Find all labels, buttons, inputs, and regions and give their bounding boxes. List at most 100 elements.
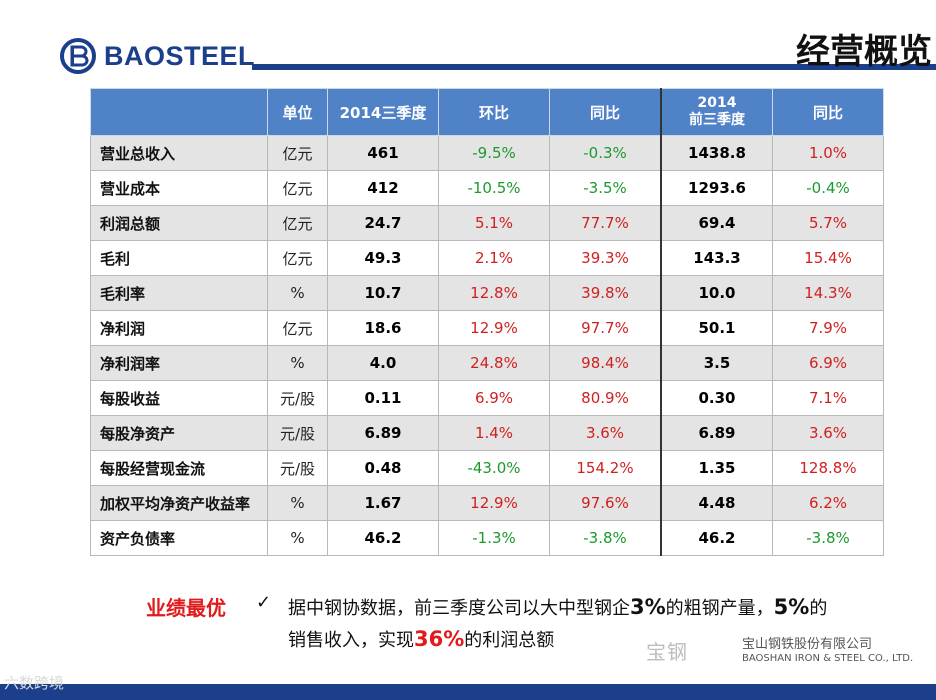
row-name: 营业总收入 (90, 135, 268, 171)
q3-value: 0.48 (327, 450, 439, 486)
q3-value: 412 (327, 170, 439, 206)
check-icon: ✓ (256, 592, 272, 613)
table-row: 加权平均净资产收益率% 1.67 12.9% 97.6% 4.48 6.2% (90, 485, 884, 521)
ytd-yoy-change: 7.1% (772, 380, 884, 416)
yoy-change: 39.3% (549, 240, 662, 276)
ytd-yoy-change: 7.9% (772, 310, 884, 346)
page-title: 经营概览 (796, 32, 932, 72)
qoq-change: 12.8% (438, 275, 550, 311)
table-row: 净利润率% 4.0 24.8% 98.4% 3.5 6.9% (90, 345, 884, 381)
q3-value: 49.3 (327, 240, 439, 276)
qoq-change: 6.9% (438, 380, 550, 416)
watermark-company: 宝山钢铁股份有限公司 BAOSHAN IRON & STEEL CO., LTD… (742, 638, 913, 666)
table-row: 资产负债率% 46.2 -1.3% -3.8% 46.2 -3.8% (90, 520, 884, 556)
yoy-change: 39.8% (549, 275, 662, 311)
header-cell: 同比 (772, 88, 884, 136)
unit-cell: 亿元 (267, 310, 328, 346)
ytd-yoy-change: -0.4% (772, 170, 884, 206)
q3-value: 24.7 (327, 205, 439, 241)
q3-value: 10.7 (327, 275, 439, 311)
ytd-value: 3.5 (660, 345, 773, 381)
row-name: 净利润 (90, 310, 268, 346)
header-cell: 单位 (267, 88, 328, 136)
baosteel-emblem-icon (60, 38, 96, 74)
yoy-change: 80.9% (549, 380, 662, 416)
unit-cell: % (267, 345, 328, 381)
yoy-change: 3.6% (549, 415, 662, 451)
q3-value: 18.6 (327, 310, 439, 346)
unit-cell: 亿元 (267, 170, 328, 206)
row-name: 每股经营现金流 (90, 450, 268, 486)
ytd-yoy-change: 15.4% (772, 240, 884, 276)
brand-name: BAOSTEEL (104, 40, 256, 71)
row-name: 营业成本 (90, 170, 268, 206)
ytd-yoy-change: 128.8% (772, 450, 884, 486)
note-text-2: 的粗钢产量， (665, 598, 774, 619)
qoq-change: -9.5% (438, 135, 550, 171)
table-row: 毛利 亿元 49.3 2.1% 39.3% 143.3 15.4% (90, 240, 884, 276)
q3-value: 6.89 (327, 415, 439, 451)
row-name: 毛利 (90, 240, 268, 276)
qoq-change: 2.1% (438, 240, 550, 276)
unit-cell: 亿元 (267, 205, 328, 241)
watermark-company-en: BAOSHAN IRON & STEEL CO., LTD. (742, 653, 914, 664)
qoq-change: -43.0% (438, 450, 550, 486)
yoy-change: 77.7% (549, 205, 662, 241)
qoq-change: 5.1% (438, 205, 550, 241)
financial-table: 单位 2014三季度 环比 同比 2014 前三季度 同比 营业总收入 亿元 461… (90, 88, 884, 556)
baosteel-logo: BAOSTEEL (60, 38, 255, 74)
row-name: 毛利率 (90, 275, 268, 311)
qoq-change: 12.9% (438, 310, 550, 346)
ytd-value: 1438.8 (660, 135, 773, 171)
q3-value: 0.11 (327, 380, 439, 416)
row-name: 每股净资产 (90, 415, 268, 451)
header-cell: 同比 (549, 88, 662, 136)
unit-cell: % (267, 485, 328, 521)
ytd-value: 6.89 (660, 415, 773, 451)
ytd-yoy-change: 5.7% (772, 205, 884, 241)
watermark-brand: 宝钢 (646, 640, 688, 664)
yoy-change: -3.8% (549, 520, 662, 556)
unit-cell: 元/股 (267, 415, 328, 451)
ytd-value: 1.35 (660, 450, 773, 486)
unit-cell: 元/股 (267, 380, 328, 416)
yoy-change: 154.2% (549, 450, 662, 486)
qoq-change: -1.3% (438, 520, 550, 556)
yoy-change: -0.3% (549, 135, 662, 171)
table-header-row: 单位 2014三季度 环比 同比 2014 前三季度 同比 (90, 88, 884, 136)
header-cell (90, 88, 268, 136)
yoy-change: 97.7% (549, 310, 662, 346)
table-row: 每股净资产 元/股 6.89 1.4% 3.6% 6.89 3.6% (90, 415, 884, 451)
note-text-4: 的利润总额 (464, 630, 555, 651)
ytd-value: 0.30 (660, 380, 773, 416)
highlight-note: 据中钢协数据，前三季度公司以大中型钢企3%的粗钢产量，5%的销售收入，实现36%… (288, 592, 828, 656)
qoq-change: -10.5% (438, 170, 550, 206)
ytd-yoy-change: 6.9% (772, 345, 884, 381)
row-name: 资产负债率 (90, 520, 268, 556)
note-number-1: 3% (630, 595, 666, 619)
ytd-yoy-change: 1.0% (772, 135, 884, 171)
note-text-1: 据中钢协数据，前三季度公司以大中型钢企 (288, 598, 630, 619)
table-row: 利润总额 亿元 24.7 5.1% 77.7% 69.4 5.7% (90, 205, 884, 241)
ytd-value: 50.1 (660, 310, 773, 346)
table-row: 净利润 亿元 18.6 12.9% 97.7% 50.1 7.9% (90, 310, 884, 346)
qoq-change: 12.9% (438, 485, 550, 521)
q3-value: 4.0 (327, 345, 439, 381)
q3-value: 461 (327, 135, 439, 171)
table-row: 毛利率% 10.7 12.8% 39.8% 10.0 14.3% (90, 275, 884, 311)
yoy-change: 98.4% (549, 345, 662, 381)
unit-cell: % (267, 520, 328, 556)
note-number-3: 36% (414, 627, 465, 651)
unit-cell: 元/股 (267, 450, 328, 486)
ytd-yoy-change: -3.8% (772, 520, 884, 556)
ytd-yoy-change: 6.2% (772, 485, 884, 521)
table-row: 营业总收入 亿元 461 -9.5% -0.3% 1438.8 1.0% (90, 135, 884, 171)
ytd-value: 4.48 (660, 485, 773, 521)
q3-value: 1.67 (327, 485, 439, 521)
watermark-company-cn: 宝山钢铁股份有限公司 (742, 637, 873, 652)
ytd-yoy-change: 3.6% (772, 415, 884, 451)
unit-cell: 亿元 (267, 135, 328, 171)
yoy-change: -3.5% (549, 170, 662, 206)
header-cell: 2014 前三季度 (660, 88, 773, 136)
ytd-value: 69.4 (660, 205, 773, 241)
